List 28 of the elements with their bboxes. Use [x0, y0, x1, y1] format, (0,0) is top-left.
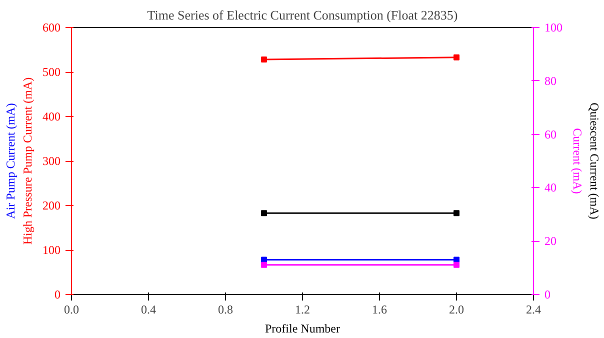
y2-tick-label: 100: [544, 20, 562, 34]
y-tick-label: 0: [54, 288, 60, 302]
text: Air Pump Current (mA): [4, 103, 18, 219]
y-tick-label: 400: [42, 110, 60, 124]
x-tick-label: 1.6: [372, 302, 387, 316]
y-tick-label: 300: [42, 154, 60, 168]
text: High Pressure Pump Current (mA): [20, 77, 34, 245]
y-tick-label: 100: [42, 243, 60, 257]
chart-title: Time Series of Electric Current Consumption (Float 22835): [147, 8, 458, 22]
x-tick-label: 2.4: [526, 302, 541, 316]
y2-tick-label: 60: [544, 127, 556, 142]
x-axis-title: Profile Number: [265, 322, 340, 336]
text: Quiescent Current (mA): [588, 102, 602, 220]
point: [261, 56, 267, 63]
y2-tick-label: 40: [544, 180, 556, 195]
y-tick-label: 200: [42, 198, 60, 212]
x-tick-label: 2.0: [449, 302, 464, 316]
x-tick-label: 0.4: [141, 302, 156, 316]
y2-tick-label: 20: [544, 234, 556, 248]
y2-tick-label: 0: [544, 288, 550, 302]
x-tick-label: 0.0: [64, 302, 79, 316]
text: Current (mA): [570, 128, 584, 194]
x-tick-label: 0.8: [218, 302, 233, 316]
x-tick-label: 1.2: [295, 302, 310, 316]
y-tick-label: 500: [42, 65, 60, 79]
y-tick-label: 600: [42, 20, 60, 34]
y2-tick-label: 80: [544, 74, 556, 88]
point: [454, 54, 460, 60]
